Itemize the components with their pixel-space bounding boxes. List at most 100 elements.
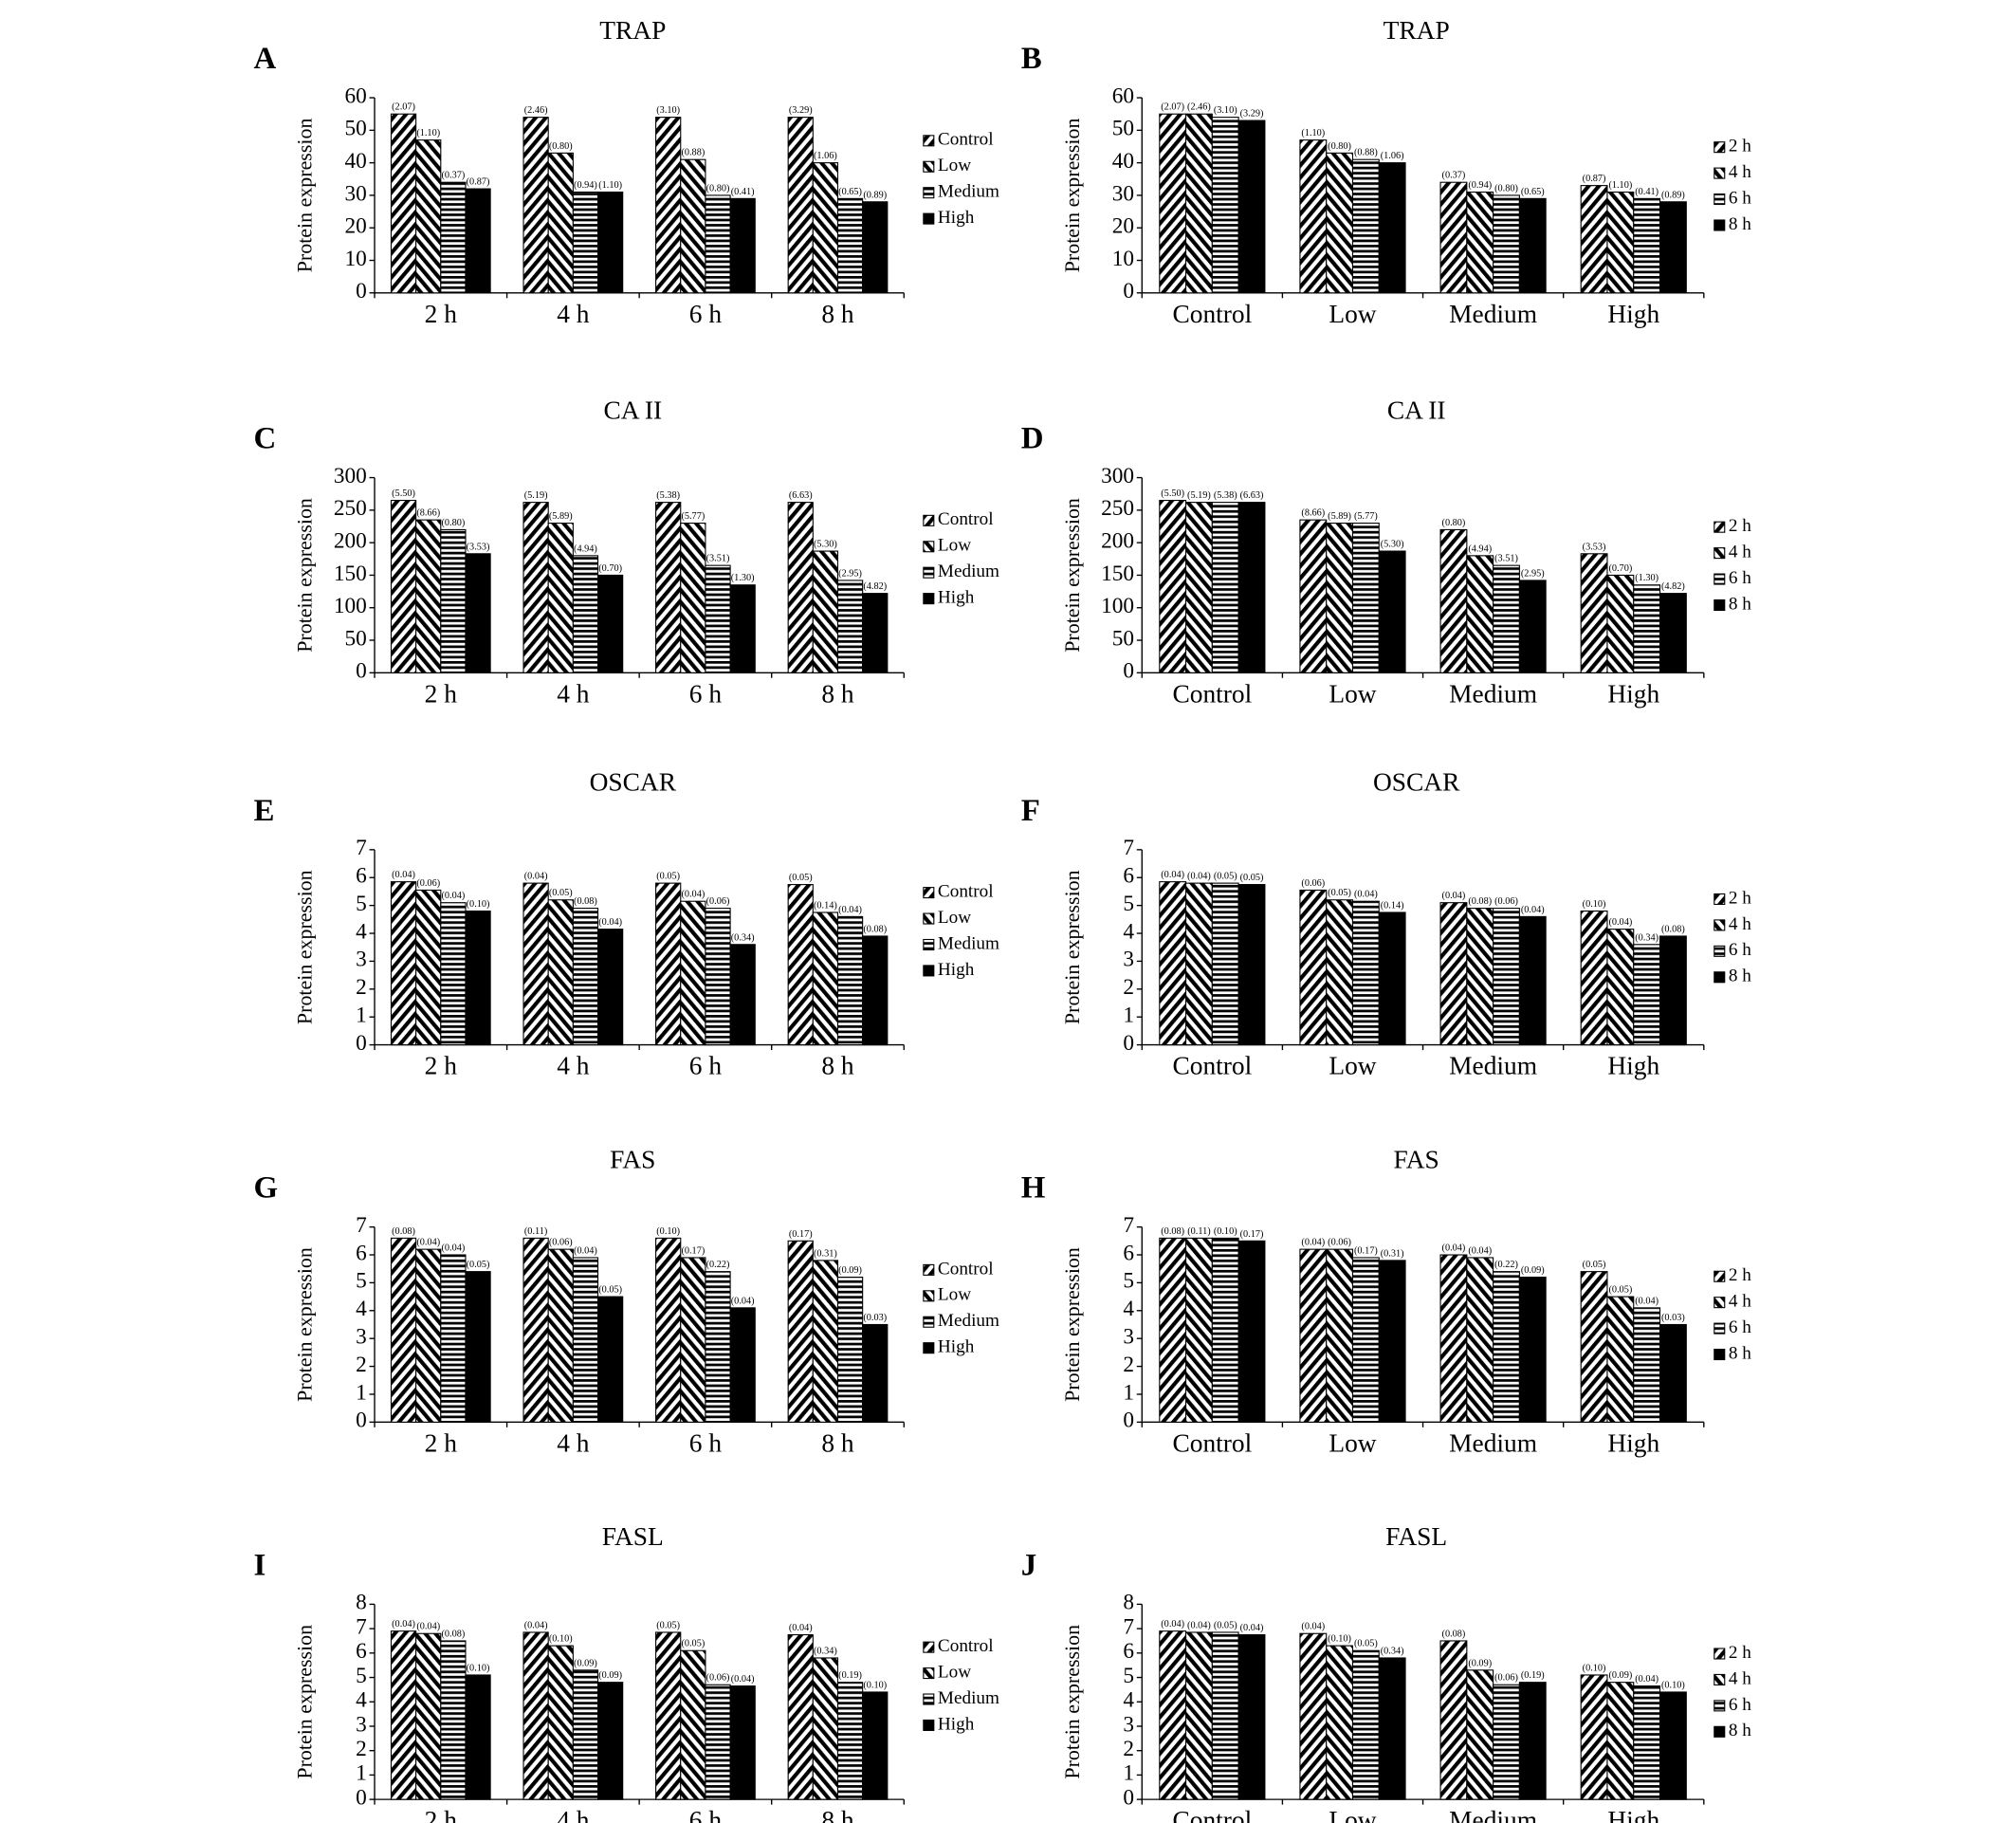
x-tick-label: High: [1607, 300, 1659, 328]
y-tick-label: 300: [1101, 464, 1134, 488]
bar: [1351, 523, 1380, 673]
panel-letter: E: [253, 794, 274, 828]
bar: [836, 1276, 864, 1423]
error-label: (3.10): [1214, 105, 1237, 116]
legend-label: 8 h: [1729, 967, 1751, 986]
error-label: (1.30): [731, 573, 755, 583]
x-tick-label: Medium: [1449, 1052, 1537, 1080]
legend-swatch: [923, 887, 935, 899]
bar: [655, 1631, 682, 1800]
y-tick-label: 8: [1123, 1591, 1134, 1615]
bar: [1606, 191, 1635, 294]
bar: [572, 191, 599, 294]
y-tick-label: 7: [1123, 1213, 1134, 1238]
error-label: (0.04): [598, 917, 622, 928]
bar: [705, 1271, 731, 1423]
error-label: (4.82): [863, 581, 887, 592]
x-tick-label: 2 h: [425, 679, 458, 708]
y-tick-label: 20: [344, 214, 366, 239]
legend-swatch: [923, 212, 935, 225]
chart-title: FASL: [1385, 1522, 1447, 1551]
legend-label: 4 h: [1729, 1668, 1751, 1688]
y-tick-label: 60: [1112, 83, 1134, 108]
error-label: (0.14): [1381, 900, 1404, 911]
legend-swatch: [923, 965, 935, 977]
error-label: (0.70): [1608, 563, 1632, 574]
error-label: (0.22): [1494, 1260, 1518, 1270]
legend-swatch: [923, 187, 935, 199]
error-label: (3.10): [656, 105, 680, 116]
chart-title: FAS: [1394, 1145, 1439, 1173]
bar: [390, 881, 417, 1046]
legend-label: 6 h: [1729, 940, 1751, 960]
bar: [1351, 158, 1380, 294]
bar: [655, 882, 682, 1046]
error-label: (4.94): [574, 543, 597, 554]
bar: [862, 1691, 889, 1800]
bar: [1633, 584, 1661, 673]
x-tick-label: 2 h: [425, 1428, 458, 1457]
error-label: (0.04): [1468, 1245, 1492, 1256]
bar: [415, 519, 442, 673]
error-label: (0.08): [1661, 924, 1685, 934]
y-tick-label: 4: [1123, 1688, 1134, 1713]
bar: [1326, 1645, 1354, 1800]
bar: [1185, 1631, 1213, 1800]
y-tick-label: 1: [1123, 1004, 1134, 1028]
chart-title: OSCAR: [1373, 768, 1460, 797]
error-label: (0.08): [392, 1226, 415, 1237]
bar: [1159, 881, 1187, 1046]
y-tick-label: 250: [334, 496, 367, 521]
error-label: (0.19): [838, 1670, 862, 1681]
error-label: (1.10): [598, 180, 622, 191]
legend-label: 6 h: [1729, 1317, 1751, 1337]
y-tick-label: 5: [1123, 892, 1134, 916]
error-label: (4.82): [1661, 581, 1685, 592]
x-tick-label: Control: [1172, 300, 1252, 328]
legend-label: High: [938, 960, 975, 980]
bar: [547, 1248, 574, 1423]
error-label: (0.65): [1521, 187, 1545, 197]
error-label: (1.10): [416, 128, 440, 138]
error-label: (0.09): [1521, 1265, 1545, 1276]
error-label: (0.05): [789, 873, 813, 883]
error-label: (0.65): [838, 187, 862, 197]
y-tick-label: 50: [344, 117, 366, 141]
bar: [1185, 113, 1213, 294]
bar: [1518, 1276, 1547, 1423]
error-label: (0.05): [1354, 1639, 1378, 1649]
bar: [522, 117, 549, 294]
bar: [596, 1296, 624, 1423]
bar: [522, 502, 549, 673]
x-tick-label: Low: [1329, 1806, 1376, 1823]
error-label: (0.80): [549, 141, 573, 152]
legend-swatch: [1714, 573, 1726, 585]
legend-label: Medium: [938, 182, 999, 202]
bar: [1351, 1257, 1380, 1423]
bar: [1351, 900, 1380, 1046]
bar: [1493, 908, 1520, 1046]
bar: [1493, 194, 1520, 294]
bar: [1185, 1237, 1213, 1423]
panel-letter: J: [1021, 1549, 1036, 1583]
y-tick-label: 0: [356, 279, 367, 304]
error-label: (5.77): [1354, 511, 1378, 522]
bar: [1518, 915, 1547, 1046]
legend-swatch: [1714, 219, 1726, 231]
bar: [390, 500, 417, 673]
error-label: (2.07): [1161, 102, 1184, 113]
y-tick-label: 3: [1123, 948, 1134, 972]
bar: [729, 1685, 756, 1800]
bar: [465, 553, 491, 673]
bar: [596, 1682, 624, 1800]
error-label: (0.05): [1214, 1620, 1237, 1630]
error-label: (0.04): [1442, 891, 1466, 901]
bar: [787, 1633, 814, 1800]
error-label: (0.04): [574, 1245, 597, 1256]
error-label: (0.14): [814, 900, 837, 911]
bar: [1326, 152, 1354, 294]
bar: [1633, 197, 1661, 294]
error-label: (0.04): [392, 870, 415, 880]
error-label: (0.22): [706, 1260, 730, 1270]
error-label: (8.66): [416, 508, 440, 519]
